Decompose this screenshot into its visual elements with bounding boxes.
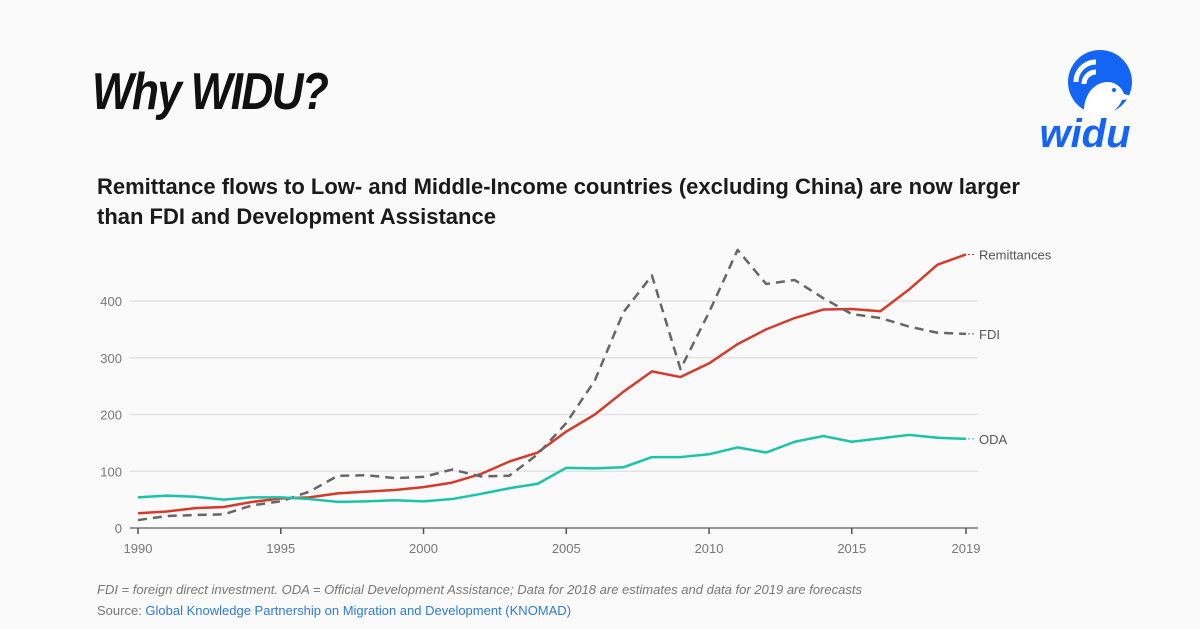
footnote: FDI = foreign direct investment. ODA = O… (97, 582, 862, 597)
line-chart: 0 100 200 300 400 1990 1995 2000 2005 2010 2015 201… (100, 247, 1052, 556)
logo-text: widu (1039, 112, 1131, 156)
x-tick-label: 2015 (837, 541, 866, 556)
series-label-fdi: FDI (979, 327, 1000, 342)
y-tick-label: 100 (100, 464, 122, 479)
series-label-remittances: Remittances (979, 247, 1052, 262)
x-tick-label: 2000 (409, 541, 438, 556)
series-line-fdi (137, 248, 967, 522)
slide-title: Why WIDU? (92, 63, 329, 121)
x-tick-label: 2005 (552, 541, 581, 556)
y-tick-label: 0 (115, 521, 122, 536)
x-tick-label: 1995 (266, 541, 295, 556)
source-link[interactable]: Global Knowledge Partnership on Migratio… (145, 603, 572, 618)
source-label: Source: (97, 603, 146, 618)
x-tick-label: 2010 (695, 541, 724, 556)
y-tick-label: 300 (100, 351, 122, 366)
y-tick-label: 400 (100, 294, 122, 309)
x-tick-label: 1990 (124, 541, 153, 556)
series-line-oda (137, 433, 967, 504)
x-tick-label: 2019 (952, 541, 981, 556)
series-label-oda: ODA (979, 432, 1008, 447)
y-tick-label: 200 (100, 408, 122, 423)
series-line-remittances (137, 253, 967, 515)
chart-title: Remittance flows to Low- and Middle-Inco… (97, 174, 1020, 229)
source-line: Source: Global Knowledge Partnership on … (97, 603, 571, 618)
widu-bird-logo-icon (1068, 50, 1138, 120)
